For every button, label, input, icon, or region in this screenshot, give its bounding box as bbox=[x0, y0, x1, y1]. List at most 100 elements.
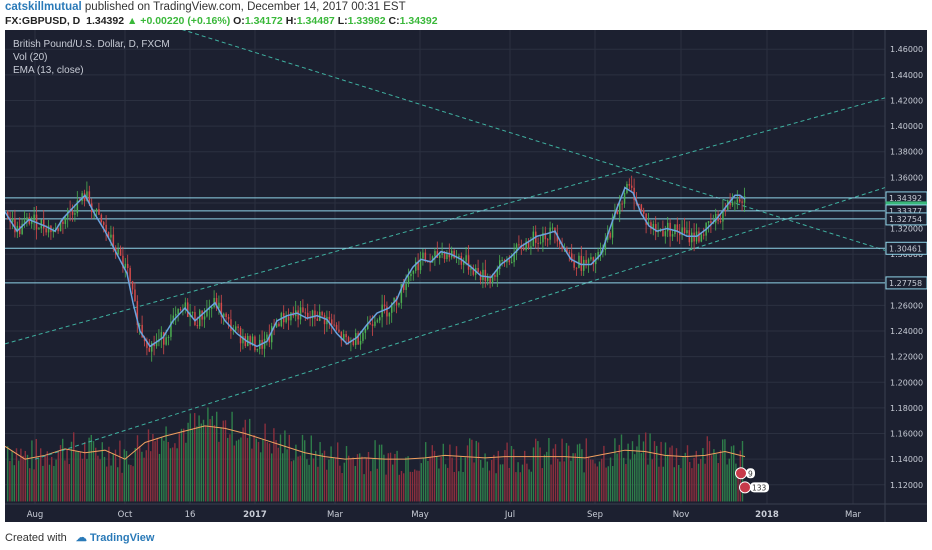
volume-bar bbox=[585, 438, 587, 502]
volume-bar bbox=[64, 460, 66, 502]
volume-bar bbox=[117, 467, 119, 502]
candle-body bbox=[175, 313, 177, 316]
volume-bar bbox=[9, 461, 11, 502]
header-line-2: FX:GBPUSD, D 1.34392 ▲ +0.00220 (+0.16%)… bbox=[5, 15, 438, 29]
candle-body bbox=[470, 268, 472, 270]
volume-bar bbox=[469, 438, 471, 502]
volume-bar bbox=[673, 467, 675, 502]
x-tick-label: Mar bbox=[845, 510, 862, 520]
candle-body bbox=[465, 255, 467, 262]
candle-body bbox=[424, 252, 427, 262]
candle-body bbox=[311, 310, 314, 319]
volume-bar bbox=[667, 454, 669, 502]
tradingview-logo[interactable]: ☁ TradingView bbox=[75, 532, 155, 544]
header-line-1: catskillmutual published on TradingView.… bbox=[5, 1, 406, 15]
candle-body bbox=[11, 218, 14, 223]
volume-bar bbox=[535, 438, 537, 502]
legend-title: British Pound/U.S. Dollar, D, FXCM bbox=[13, 39, 170, 50]
volume-bar bbox=[693, 457, 695, 502]
candle-body bbox=[580, 255, 583, 271]
volume-bar bbox=[614, 438, 616, 502]
candle-body bbox=[676, 224, 679, 232]
volume-bar bbox=[108, 446, 110, 502]
volume-bar bbox=[42, 465, 44, 502]
candle-body bbox=[419, 258, 422, 271]
author-name[interactable]: catskillmutual bbox=[5, 1, 82, 13]
volume-bar bbox=[565, 443, 568, 502]
volume-bar bbox=[704, 463, 706, 502]
volume-bar bbox=[242, 427, 244, 502]
volume-bar bbox=[429, 456, 431, 502]
candle-body bbox=[681, 227, 683, 236]
candle-body bbox=[211, 307, 213, 309]
tradingview-brand: TradingView bbox=[89, 532, 155, 544]
volume-bar bbox=[152, 433, 154, 502]
volume-bar bbox=[389, 452, 392, 502]
volume-bar bbox=[510, 445, 513, 502]
volume-bar bbox=[224, 420, 227, 502]
volume-bar bbox=[66, 449, 68, 502]
volume-bar bbox=[418, 470, 420, 502]
volume-bar bbox=[570, 460, 572, 502]
candle-body bbox=[551, 227, 554, 229]
legend-volume[interactable]: Vol (20) bbox=[13, 52, 48, 63]
price-line-label-box bbox=[885, 276, 927, 290]
chart-legend: British Pound/U.S. Dollar, D, FXCM Vol (… bbox=[13, 38, 170, 77]
y-tick-label: 1.16000 bbox=[890, 430, 923, 439]
candle-body bbox=[302, 307, 304, 313]
candle-body bbox=[338, 329, 340, 332]
candle-body bbox=[703, 234, 705, 236]
volume-bar bbox=[275, 440, 277, 502]
volume-bar bbox=[715, 454, 717, 502]
volume-bar bbox=[376, 468, 378, 502]
candle-body bbox=[664, 231, 667, 237]
volume-bar bbox=[691, 468, 693, 502]
chart-area[interactable]: 1.46000 1.44000 1.42000 1.40000 1.38000 1.360… bbox=[5, 30, 927, 522]
volume-bar bbox=[143, 457, 145, 502]
candle-body bbox=[731, 203, 734, 206]
volume-bar bbox=[528, 469, 530, 502]
volume-bar bbox=[317, 466, 319, 502]
candle-body bbox=[172, 315, 175, 322]
candle-body bbox=[88, 191, 91, 204]
candle-body bbox=[463, 261, 465, 265]
candle-body bbox=[599, 251, 602, 253]
volume-bar bbox=[414, 469, 416, 502]
open-value: 1.34172 bbox=[244, 15, 283, 27]
volume-bar bbox=[330, 446, 332, 502]
volume-bar bbox=[603, 445, 605, 502]
candle-body bbox=[571, 253, 573, 262]
candle-body bbox=[345, 334, 347, 338]
candle-body bbox=[263, 338, 266, 349]
volume-bar bbox=[372, 458, 374, 502]
volume-bar bbox=[24, 450, 26, 502]
volume-bar bbox=[706, 436, 708, 502]
candle-body bbox=[467, 255, 470, 270]
volume-bar bbox=[216, 411, 218, 502]
legend-ema[interactable]: EMA (13, close) bbox=[13, 65, 84, 76]
candle-body bbox=[398, 302, 400, 306]
event-badge[interactable]: 133 bbox=[739, 481, 770, 494]
volume-bar bbox=[123, 449, 125, 502]
volume-bar bbox=[293, 460, 295, 502]
volume-bar bbox=[315, 450, 317, 502]
volume-bar bbox=[431, 445, 433, 502]
price-chart[interactable]: 1.46000 1.44000 1.42000 1.40000 1.38000 1.360… bbox=[5, 30, 927, 522]
volume-bar bbox=[550, 464, 552, 502]
volume-bar bbox=[68, 464, 70, 502]
volume-bar bbox=[728, 458, 730, 502]
volume-bar bbox=[616, 453, 618, 502]
volume-bar bbox=[48, 464, 51, 502]
volume-bar bbox=[169, 448, 172, 502]
volume-bar bbox=[453, 472, 455, 502]
volume-bar bbox=[348, 455, 350, 502]
volume-bar bbox=[238, 439, 240, 502]
volume-bar bbox=[587, 456, 590, 502]
volume-bar bbox=[77, 451, 79, 502]
volume-bar bbox=[730, 446, 733, 502]
candle-body bbox=[31, 220, 33, 224]
volume-bar bbox=[735, 463, 737, 502]
event-badge[interactable]: 9 bbox=[735, 467, 756, 480]
volume-bar bbox=[231, 411, 233, 502]
volume-bar bbox=[625, 463, 627, 502]
